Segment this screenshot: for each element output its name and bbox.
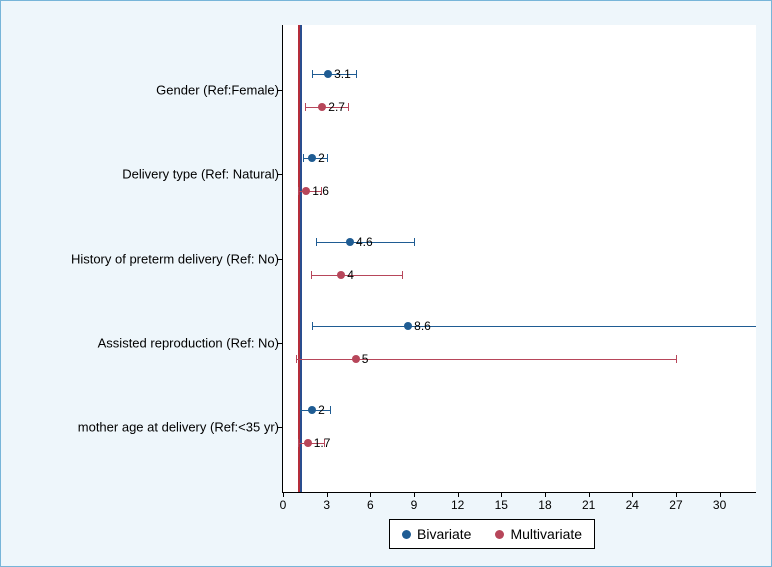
ci-whisker — [312, 326, 756, 327]
ci-cap — [305, 103, 306, 111]
legend: Bivariate Multivariate — [389, 519, 595, 549]
x-tick-label: 27 — [669, 492, 682, 512]
estimate-point — [346, 238, 354, 246]
value-label: 3.1 — [334, 67, 351, 81]
category-label: mother age at delivery (Ref:<35 yr) — [78, 419, 283, 434]
value-label: 4.6 — [356, 235, 373, 249]
category-label: Gender (Ref:Female) — [156, 83, 283, 98]
legend-item-bivariate: Bivariate — [402, 526, 471, 542]
value-label: 8.6 — [414, 319, 431, 333]
x-tick-label: 0 — [280, 492, 287, 512]
value-label: 2.7 — [328, 100, 345, 114]
ci-cap — [356, 70, 357, 78]
estimate-point — [324, 70, 332, 78]
x-tick-label: 18 — [538, 492, 551, 512]
value-label: 4 — [347, 268, 354, 282]
reference-line — [300, 25, 302, 492]
circle-marker-icon — [495, 530, 504, 539]
value-label: 2 — [318, 151, 325, 165]
x-tick-label: 15 — [495, 492, 508, 512]
x-tick-label: 21 — [582, 492, 595, 512]
value-label: 1.6 — [312, 184, 329, 198]
estimate-point — [337, 271, 345, 279]
category-label: History of preterm delivery (Ref: No) — [71, 251, 283, 266]
ci-cap — [327, 154, 328, 162]
ci-whisker — [311, 275, 403, 276]
x-tick-label: 30 — [713, 492, 726, 512]
ci-cap — [402, 271, 403, 279]
legend-label: Multivariate — [510, 526, 582, 542]
ci-cap — [316, 238, 317, 246]
ci-cap — [311, 271, 312, 279]
ci-cap — [330, 406, 331, 414]
legend-label: Bivariate — [417, 526, 471, 542]
estimate-point — [308, 406, 316, 414]
estimate-point — [318, 103, 326, 111]
estimate-point — [302, 187, 310, 195]
category-label: Delivery type (Ref: Natural) — [122, 167, 283, 182]
estimate-point — [304, 439, 312, 447]
ci-cap — [296, 355, 297, 363]
estimate-point — [308, 154, 316, 162]
reference-line — [298, 25, 300, 492]
x-tick-label: 3 — [323, 492, 330, 512]
ci-cap — [414, 238, 415, 246]
ci-cap — [303, 154, 304, 162]
x-tick-label: 6 — [367, 492, 374, 512]
x-tick-label: 24 — [626, 492, 639, 512]
category-label: Assisted reproduction (Ref: No) — [98, 335, 283, 350]
ci-cap — [312, 70, 313, 78]
estimate-point — [404, 322, 412, 330]
ci-cap — [348, 103, 349, 111]
ci-cap — [300, 406, 301, 414]
x-tick-label: 9 — [411, 492, 418, 512]
value-label: 5 — [362, 352, 369, 366]
ci-cap — [312, 322, 313, 330]
ci-cap — [298, 439, 299, 447]
value-label: 1.7 — [314, 436, 331, 450]
estimate-point — [352, 355, 360, 363]
chart-container: 036912151821242730Gender (Ref:Female)3.1… — [0, 0, 772, 567]
ci-cap — [298, 187, 299, 195]
ci-cap — [676, 355, 677, 363]
circle-marker-icon — [402, 530, 411, 539]
x-tick-label: 12 — [451, 492, 464, 512]
legend-item-multivariate: Multivariate — [495, 526, 582, 542]
value-label: 2 — [318, 403, 325, 417]
plot-area: 036912151821242730Gender (Ref:Female)3.1… — [282, 25, 756, 493]
